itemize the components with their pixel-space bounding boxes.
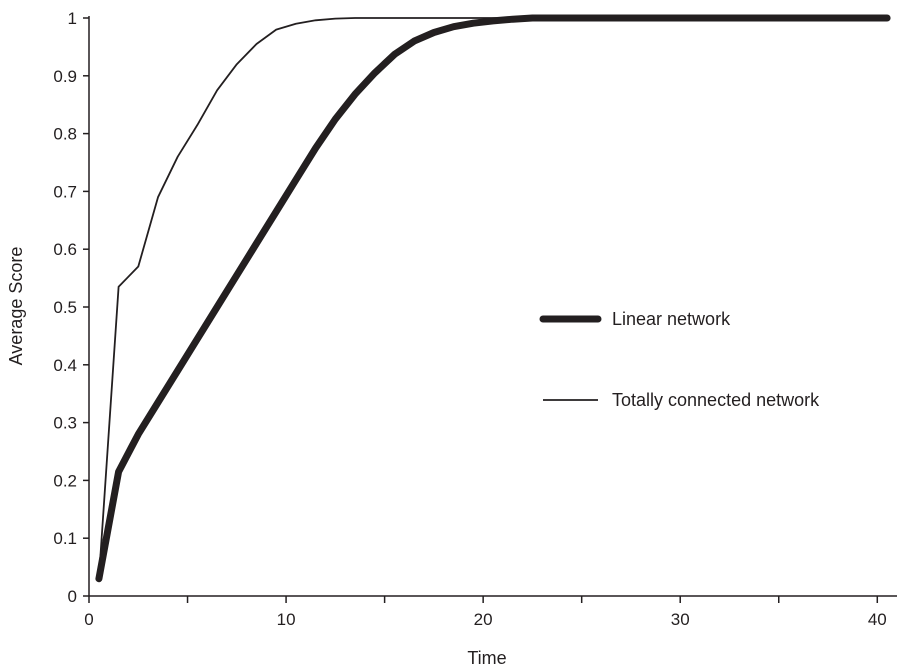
y-tick-label: 0.7	[53, 182, 77, 201]
series-lines	[95, 14, 891, 583]
tick-labels: 00.10.20.30.40.50.60.70.80.910 10 20 30 40	[53, 9, 886, 629]
y-axis-title: Average Score	[6, 247, 26, 366]
x-tick-label: 40	[868, 610, 887, 629]
x-tick-label: 30	[671, 610, 690, 629]
y-tick-label: 0.4	[53, 356, 77, 375]
series-line-totally-connected-network	[98, 17, 888, 580]
y-tick-label: 0.3	[53, 414, 77, 433]
y-tick-label: 0.2	[53, 471, 77, 490]
x-tick-label: 0	[84, 610, 93, 629]
y-tick-label: 0.9	[53, 67, 77, 86]
x-tick-label: 20	[474, 610, 493, 629]
legend: Linear network Totally connected network	[539, 309, 820, 410]
y-tick-label: 0.6	[53, 240, 77, 259]
x-axis-title: Time	[467, 648, 506, 667]
y-tick-label: 0.1	[53, 529, 77, 548]
tick-marks	[83, 17, 879, 603]
y-tick-label: 0	[68, 587, 77, 606]
series-line-linear-network	[95, 14, 891, 583]
y-tick-label: 1	[68, 9, 77, 28]
legend-label-linear-network: Linear network	[612, 309, 731, 329]
y-tick-label: 0.8	[53, 125, 77, 144]
x-tick-label: 10	[277, 610, 296, 629]
axes	[88, 16, 897, 597]
y-tick-label: 0.5	[53, 298, 77, 317]
legend-label-totally-connected-network: Totally connected network	[612, 390, 820, 410]
